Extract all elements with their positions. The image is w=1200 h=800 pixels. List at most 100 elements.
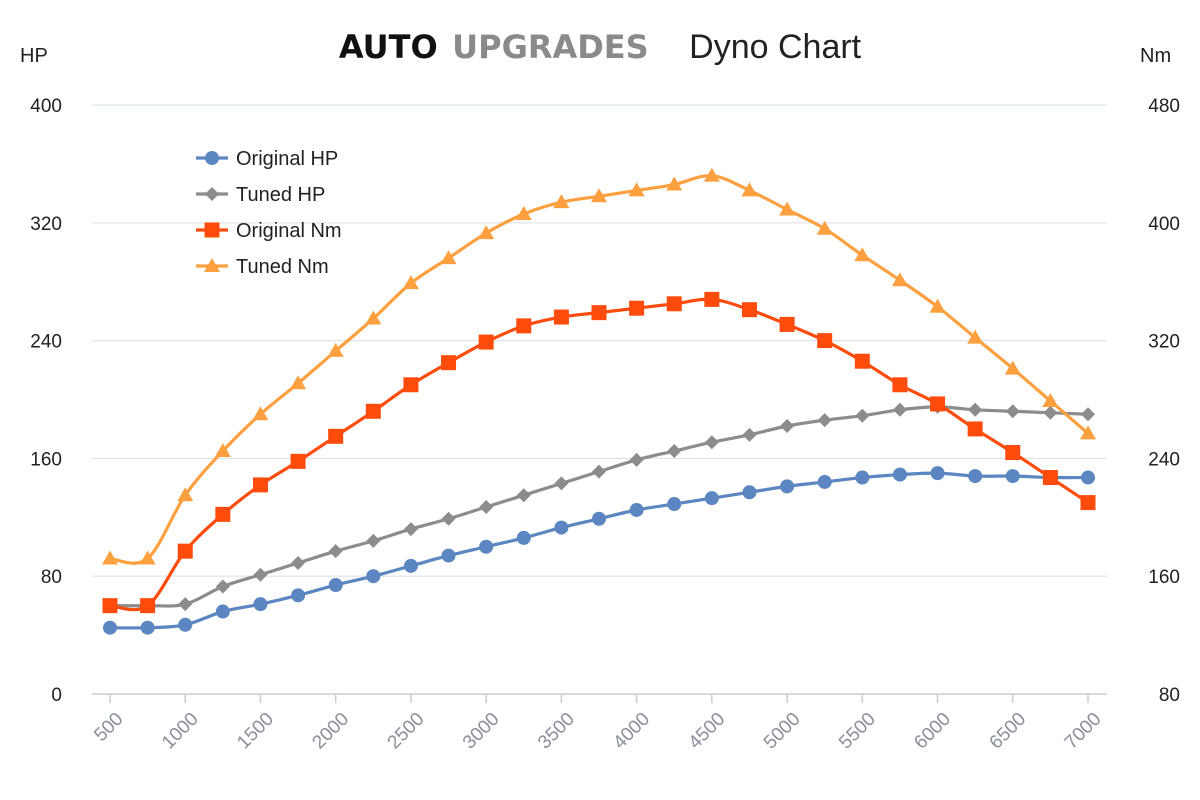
data-point <box>553 309 569 325</box>
data-point <box>365 310 382 325</box>
data-point <box>365 403 381 419</box>
series-layer <box>102 167 1096 635</box>
data-point <box>478 334 494 350</box>
data-point <box>742 427 757 442</box>
data-point <box>328 544 343 559</box>
data-point <box>779 316 795 332</box>
data-point <box>629 300 645 316</box>
y-left-unit: HP <box>20 45 48 67</box>
data-point <box>1042 392 1059 407</box>
data-point <box>327 342 344 357</box>
data-point <box>817 333 833 349</box>
y-right-tick-label: 320 <box>1148 332 1180 353</box>
data-point <box>291 555 306 570</box>
data-point <box>103 620 117 635</box>
x-tick-label: 500 <box>90 709 127 746</box>
data-point <box>666 176 683 191</box>
data-point <box>441 548 456 563</box>
legend-item-original-hp[interactable]: Original HP <box>196 148 338 170</box>
brand-upgrades: UPGRADES <box>452 28 649 66</box>
legend-marker <box>205 151 219 165</box>
data-point <box>591 305 607 321</box>
y-right-tick-label: 80 <box>1159 685 1180 706</box>
data-point <box>741 302 757 318</box>
data-point <box>967 421 983 437</box>
y-right-tick-label: 240 <box>1148 449 1180 470</box>
x-tick-label: 3000 <box>459 709 504 754</box>
y-left-tick-label: 80 <box>41 567 62 588</box>
data-point <box>1005 469 1020 484</box>
data-point <box>516 530 531 545</box>
x-tick-label: 2000 <box>308 709 353 754</box>
data-point <box>440 250 457 265</box>
legend-label: Tuned Nm <box>236 256 329 278</box>
data-point <box>854 247 871 262</box>
data-point <box>1005 445 1021 461</box>
y-right-tick-label: 160 <box>1148 567 1180 588</box>
data-point <box>892 467 907 482</box>
data-point <box>253 567 268 582</box>
data-point <box>667 444 682 459</box>
data-point <box>178 597 193 612</box>
data-point <box>252 406 269 421</box>
y-right-unit: Nm <box>1140 45 1171 67</box>
data-point <box>592 511 606 526</box>
data-point <box>741 182 758 197</box>
data-point <box>290 375 307 390</box>
data-point <box>780 419 795 434</box>
data-point <box>139 550 156 565</box>
y-right-tick-label: 400 <box>1148 214 1180 235</box>
data-point <box>1004 360 1021 375</box>
y-left-tick-label: 240 <box>30 332 62 353</box>
data-point <box>1081 407 1095 422</box>
data-point <box>1080 495 1096 511</box>
data-point <box>214 443 231 458</box>
data-point <box>1043 405 1058 420</box>
data-point <box>892 402 907 417</box>
data-point <box>215 579 230 594</box>
data-point <box>177 487 194 502</box>
series-original-nm <box>102 291 1096 614</box>
x-tick-label: 2500 <box>384 709 429 754</box>
data-point <box>1042 470 1058 486</box>
data-point <box>140 620 155 635</box>
y-right-tick-label: 480 <box>1148 96 1180 117</box>
chart-title: AUTO UPGRADES Dyno Chart <box>339 28 862 66</box>
x-tick-label: 5500 <box>835 709 880 754</box>
legend-marker <box>204 222 220 238</box>
legend-item-original-nm[interactable]: Original Nm <box>196 220 342 242</box>
data-point <box>854 353 870 369</box>
legend-item-tuned-nm[interactable]: Tuned Nm <box>196 256 329 278</box>
data-point <box>366 533 381 548</box>
data-point <box>403 558 418 573</box>
data-point <box>667 497 682 512</box>
legend-item-tuned-hp[interactable]: Tuned HP <box>196 184 325 206</box>
data-point <box>291 588 306 603</box>
data-point <box>553 194 570 209</box>
data-point <box>515 205 532 220</box>
legend-marker <box>204 258 220 272</box>
data-point <box>478 225 495 240</box>
data-point <box>177 543 193 559</box>
data-point <box>666 296 682 312</box>
data-point <box>968 469 983 484</box>
data-point <box>554 476 569 491</box>
data-point <box>892 377 908 393</box>
series-tuned-hp <box>103 399 1095 613</box>
data-point <box>817 474 832 489</box>
data-point <box>1080 425 1096 440</box>
data-point <box>628 182 645 197</box>
data-point <box>441 511 456 526</box>
data-point <box>1005 404 1020 419</box>
data-point <box>742 485 757 500</box>
data-point <box>968 402 983 417</box>
x-tick-label: 6500 <box>986 709 1031 754</box>
data-point <box>779 201 796 216</box>
x-tick-label: 3500 <box>534 709 579 754</box>
data-point <box>178 617 193 632</box>
data-point <box>253 597 268 612</box>
series-line-original-nm <box>109 297 1089 612</box>
data-point <box>102 598 118 614</box>
legend-label: Tuned HP <box>236 184 325 206</box>
data-point <box>403 522 418 537</box>
